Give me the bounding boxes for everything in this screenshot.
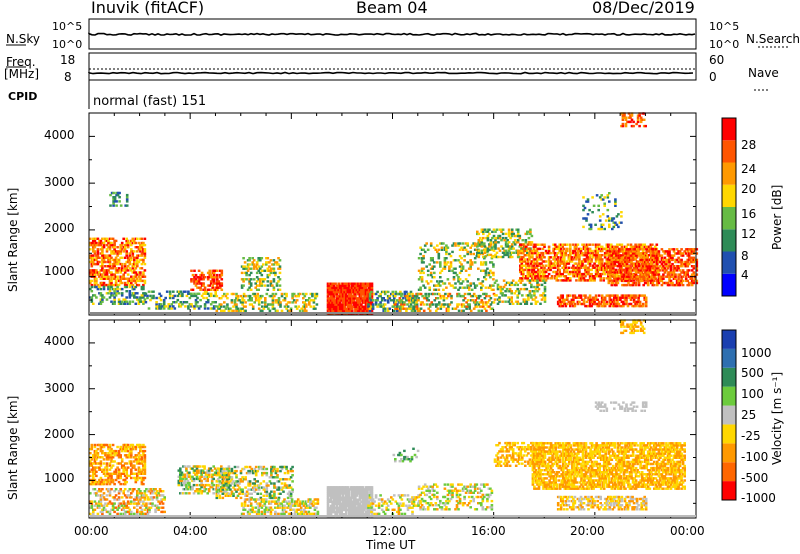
xtick: 04:00	[173, 524, 208, 538]
xtick: 08:00	[272, 524, 307, 538]
power-ytick: 3000	[44, 175, 75, 189]
velocity-colorbar-swatch	[722, 348, 736, 368]
velocity-colorbar-swatch	[722, 481, 736, 500]
velocity-colorbar-swatch	[722, 405, 736, 425]
power-cbar-tick: 4	[741, 268, 749, 282]
velocity-cbar-tick: 25	[741, 408, 757, 422]
velocity-cbar-tick: -100	[741, 450, 769, 464]
power-colorbar-swatch	[722, 273, 736, 296]
velocity-cbar-tick: -500	[741, 471, 769, 485]
freq-frame	[88, 52, 697, 81]
nsearch-label: N.Search	[746, 32, 800, 46]
nsky-tick-bottom: 10^0	[52, 38, 83, 51]
freq-line	[88, 71, 694, 75]
velocity-cbar-tick: 100	[741, 387, 764, 401]
velocity-cbar-tick: -25	[741, 429, 761, 443]
power-colorbar-swatch	[722, 207, 736, 230]
power-cbar-tick: 24	[741, 162, 757, 176]
power-colorbar-swatch	[722, 184, 736, 207]
velocity-ytick: 1000	[44, 471, 75, 485]
nsky-label: N.Sky	[6, 32, 41, 46]
power-colorbar-frame	[721, 117, 737, 297]
velocity-colorbar-swatch	[722, 330, 736, 349]
velocity-cbar-tick: -1000	[741, 491, 776, 505]
beam-title: Beam 04	[356, 0, 428, 17]
cpid-value: normal (fast) 151	[93, 94, 207, 109]
velocity-ytick: 2000	[44, 427, 75, 441]
nave-tick-top: 60	[709, 53, 725, 67]
velocity-colorbar-swatch	[722, 367, 736, 387]
power-colorbar-swatch	[722, 162, 736, 185]
power-colorbar-swatch	[722, 118, 736, 141]
power-cbar-tick: 20	[741, 182, 757, 196]
power-heatmap	[89, 112, 699, 315]
xtick: 00:00	[670, 524, 705, 538]
velocity-colorbar-swatch	[722, 386, 736, 406]
power-cbar-tick: 16	[741, 207, 757, 221]
date-title: 08/Dec/2019	[592, 0, 695, 17]
xtick: 00:00	[74, 524, 109, 538]
velocity-colorbar-swatch	[722, 462, 736, 482]
station-title: Inuvik (fitACF)	[91, 0, 205, 17]
nave-label: Nave	[748, 66, 779, 80]
velocity-ytick: 4000	[44, 334, 75, 348]
power-ytick: 1000	[44, 264, 75, 278]
freq-tick-bottom: 8	[64, 70, 72, 84]
power-cbar-tick: 8	[741, 249, 749, 263]
xtick: 12:00	[372, 524, 407, 538]
power-colorbar-swatch	[722, 140, 736, 163]
velocity-colorbar-swatch	[722, 443, 736, 463]
freq-label: Freq.	[6, 55, 36, 69]
cpid-label: CPID	[8, 90, 38, 103]
velocity-colorbar-swatch	[722, 424, 736, 444]
velocity-heatmap	[89, 319, 686, 518]
nsearch-tick-top: 10^5	[709, 20, 740, 33]
xtick: 20:00	[570, 524, 605, 538]
velocity-cbar-tick: 500	[741, 366, 764, 380]
velocity-colorbar-frame	[721, 329, 737, 501]
power-cbar-tick: 28	[741, 138, 757, 152]
freq-unit: [MHz]	[4, 67, 40, 81]
nsearch-tick-bottom: 10^0	[709, 38, 740, 51]
power-cbar-tick: 12	[741, 227, 757, 241]
power-ytick: 2000	[44, 221, 75, 235]
power-colorbar-swatch	[722, 251, 736, 274]
power-colorbar-swatch	[722, 229, 736, 252]
freq-tick-top: 18	[60, 53, 76, 67]
velocity-ytick: 3000	[44, 381, 75, 395]
nave-tick-bottom: 0	[709, 70, 717, 84]
nsky-tick-top: 10^5	[52, 20, 83, 33]
power-ytick: 4000	[44, 128, 75, 142]
xaxis-label: Time UT	[366, 538, 416, 552]
velocity-cbar-tick: 1000	[741, 346, 772, 360]
nsky-line	[88, 32, 696, 36]
xtick: 16:00	[471, 524, 506, 538]
power-frame	[88, 112, 697, 316]
